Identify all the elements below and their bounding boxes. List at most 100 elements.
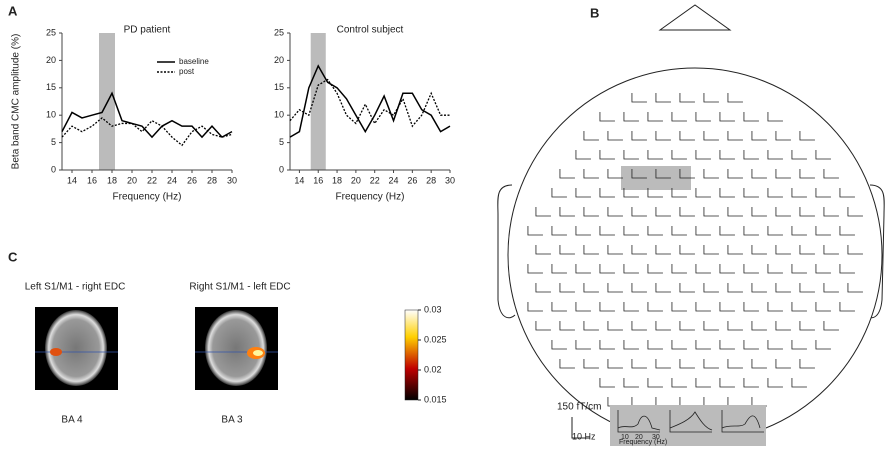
sensor (823, 207, 839, 217)
sensor (767, 226, 783, 236)
series-line (289, 78, 450, 128)
sensor (535, 207, 551, 217)
sensor (823, 283, 839, 293)
sensor (671, 378, 687, 388)
x-tick-label: 24 (167, 175, 177, 185)
y-tick-label: 15 (46, 82, 56, 92)
x-tick-label: 26 (187, 175, 197, 185)
sensor (767, 378, 783, 388)
sensor (839, 226, 855, 236)
sensor (799, 207, 815, 217)
sensor (751, 131, 767, 141)
area-label: BA 4 (61, 415, 83, 426)
sensor (599, 302, 615, 312)
sensor (671, 188, 687, 198)
sensor (719, 302, 735, 312)
sensor (847, 245, 863, 255)
series-line (61, 117, 233, 147)
sensor (823, 245, 839, 255)
sensor (535, 321, 551, 331)
sensor (775, 131, 791, 141)
colorbar (404, 309, 419, 401)
sensor (631, 93, 647, 103)
y-tick-label: 25 (274, 27, 284, 37)
sensor (679, 245, 695, 255)
sensor (847, 207, 863, 217)
sensor (671, 112, 687, 122)
sensor (599, 188, 615, 198)
sensor (791, 340, 807, 350)
sensor (767, 188, 783, 198)
sensor (751, 169, 767, 179)
sensor (695, 264, 711, 274)
sensor (607, 207, 623, 217)
x-axis-label: Frequency (Hz) (336, 192, 405, 203)
sensor (703, 169, 719, 179)
x-tick-label: 30 (227, 175, 237, 185)
sensor (551, 226, 567, 236)
sensor (679, 283, 695, 293)
y-tick-label: 10 (46, 110, 56, 120)
sensor (623, 150, 639, 160)
sensor (559, 359, 575, 369)
sensor (719, 150, 735, 160)
sensor (671, 226, 687, 236)
sensor (559, 169, 575, 179)
sensor (799, 245, 815, 255)
sensor (719, 340, 735, 350)
sensor (775, 169, 791, 179)
sensor (655, 283, 671, 293)
sensor (607, 169, 623, 179)
sensor (623, 378, 639, 388)
sensor (791, 378, 807, 388)
sensor (727, 169, 743, 179)
sensor (671, 340, 687, 350)
sensor (655, 245, 671, 255)
chart-title: PD patient (124, 25, 171, 36)
inset-traces (617, 410, 764, 433)
sensor (719, 188, 735, 198)
sensor (799, 131, 815, 141)
head (497, 4, 885, 443)
sensor (527, 226, 543, 236)
sensor (559, 245, 575, 255)
x-axis-label: Frequency (Hz) (113, 192, 182, 203)
sensor (679, 359, 695, 369)
sensor (631, 283, 647, 293)
sensor (583, 359, 599, 369)
sensor (743, 340, 759, 350)
sensor (751, 207, 767, 217)
sensor (751, 321, 767, 331)
x-tick-label: 28 (207, 175, 217, 185)
sensor (767, 112, 783, 122)
sensor (575, 340, 591, 350)
y-axis-label: Beta band CMC amplitude (%) (11, 34, 22, 170)
sensor (671, 264, 687, 274)
x-tick-label: 30 (445, 175, 455, 185)
sensor (583, 169, 599, 179)
scale-label: 150 fT/cm (557, 402, 601, 413)
sensor (631, 131, 647, 141)
legend-label: baseline (179, 57, 209, 66)
sensor (719, 226, 735, 236)
sensor (823, 321, 839, 331)
sensor (791, 302, 807, 312)
y-tick-label: 10 (274, 110, 284, 120)
sensor (599, 340, 615, 350)
colorbar-tick-label: 0.02 (424, 364, 442, 374)
sensor (559, 207, 575, 217)
sensor (679, 93, 695, 103)
sensor (655, 131, 671, 141)
sensor (815, 302, 831, 312)
highlight-band (310, 33, 326, 170)
sensor (599, 112, 615, 122)
sensor (607, 321, 623, 331)
sensor (839, 302, 855, 312)
series-line (61, 91, 233, 139)
sensor (679, 207, 695, 217)
colorbar-tick-label: 0.03 (424, 304, 442, 314)
sensor (727, 93, 743, 103)
inset-tick: 10 (621, 434, 629, 441)
sensor (751, 245, 767, 255)
sensor (623, 302, 639, 312)
